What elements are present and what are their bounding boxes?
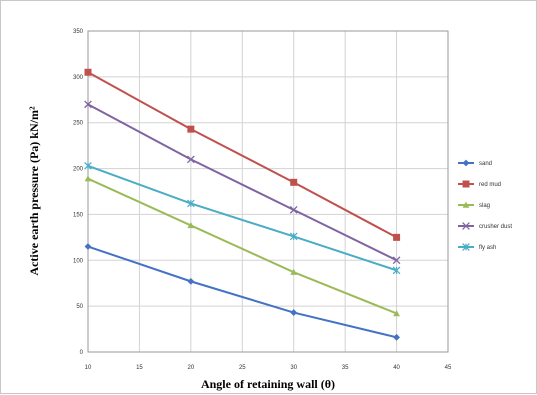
legend-marker [462,222,470,230]
y-tick-label: 0 [80,350,84,356]
x-tick-label: 25 [239,365,246,371]
legend-item-slag: slag [458,201,490,209]
y-tick-label: 250 [73,121,84,127]
series-line-sand [87,245,397,339]
data-point-fly-ash [187,199,195,208]
data-point-fly-ash [392,266,401,275]
data-point-sand [187,277,195,285]
data-point-red-mud [393,233,401,241]
data-point-fly-ash [84,161,92,170]
y-tick-label: 150 [73,212,84,218]
data-point-crusher-dust [84,100,92,109]
legend-marker [462,243,470,251]
tick-labels: 0 50 100 150 200 250 300 350 10 15 20 25 30 35 40 45 [73,29,452,371]
data-point-sand [393,333,400,341]
legend-label: red mud [479,182,501,188]
series-sand [84,243,400,341]
x-tick-label: 30 [290,365,297,371]
series-fly-ash [84,161,401,275]
legend: sand red mud slag crusher dust fly ash [458,159,512,251]
x-tick-label: 15 [136,365,143,371]
data-point-slag [290,268,298,275]
x-tick-label: 10 [85,365,92,371]
series-crusher-dust [84,100,401,265]
data-point-red-mud [290,178,298,186]
legend-item-fly-ash: fly ash [458,243,496,251]
plot-area [87,30,449,353]
data-point-fly-ash [289,232,298,241]
y-tick-label: 50 [76,304,83,310]
y-tick-label: 350 [73,29,84,35]
x-tick-label: 35 [342,365,349,371]
data-point-crusher-dust [392,256,401,265]
legend-label: crusher dust [479,224,512,230]
data-point-sand [84,243,92,250]
legend-marker [462,159,470,167]
data-point-crusher-dust [186,155,195,164]
legend-label: sand [479,161,492,167]
legend-item-crusher-dust: crusher dust [458,222,512,230]
legend-marker [462,180,470,188]
legend-label: fly ash [479,245,496,251]
legend-item-red-mud: red mud [458,180,501,188]
legend-item-sand: sand [458,159,492,167]
legend-marker [462,201,470,208]
series-line-slag [87,177,397,315]
series-slag [84,175,400,317]
data-point-red-mud [187,125,195,133]
x-axis-title: Angle of retaining wall (θ) [201,377,335,391]
y-tick-label: 100 [73,258,84,264]
series-group [84,68,401,341]
data-point-slag [393,310,400,317]
data-point-slag [84,175,92,182]
legend-label: slag [479,203,490,209]
data-point-sand [290,309,298,316]
y-tick-label: 300 [73,75,84,81]
y-tick-label: 200 [73,167,84,173]
series-line-red-mud [87,71,398,239]
data-point-slag [187,222,195,229]
data-point-red-mud [84,68,92,76]
series-red-mud [84,68,401,241]
x-tick-label: 40 [393,365,400,371]
x-tick-label: 20 [188,365,195,371]
x-tick-label: 45 [445,365,452,371]
y-axis-title: Active earth pressure (Pa) kN/m² [27,106,41,276]
series-line-fly-ash [87,164,397,272]
series-line-crusher-dust [87,103,398,262]
data-point-crusher-dust [289,205,298,214]
